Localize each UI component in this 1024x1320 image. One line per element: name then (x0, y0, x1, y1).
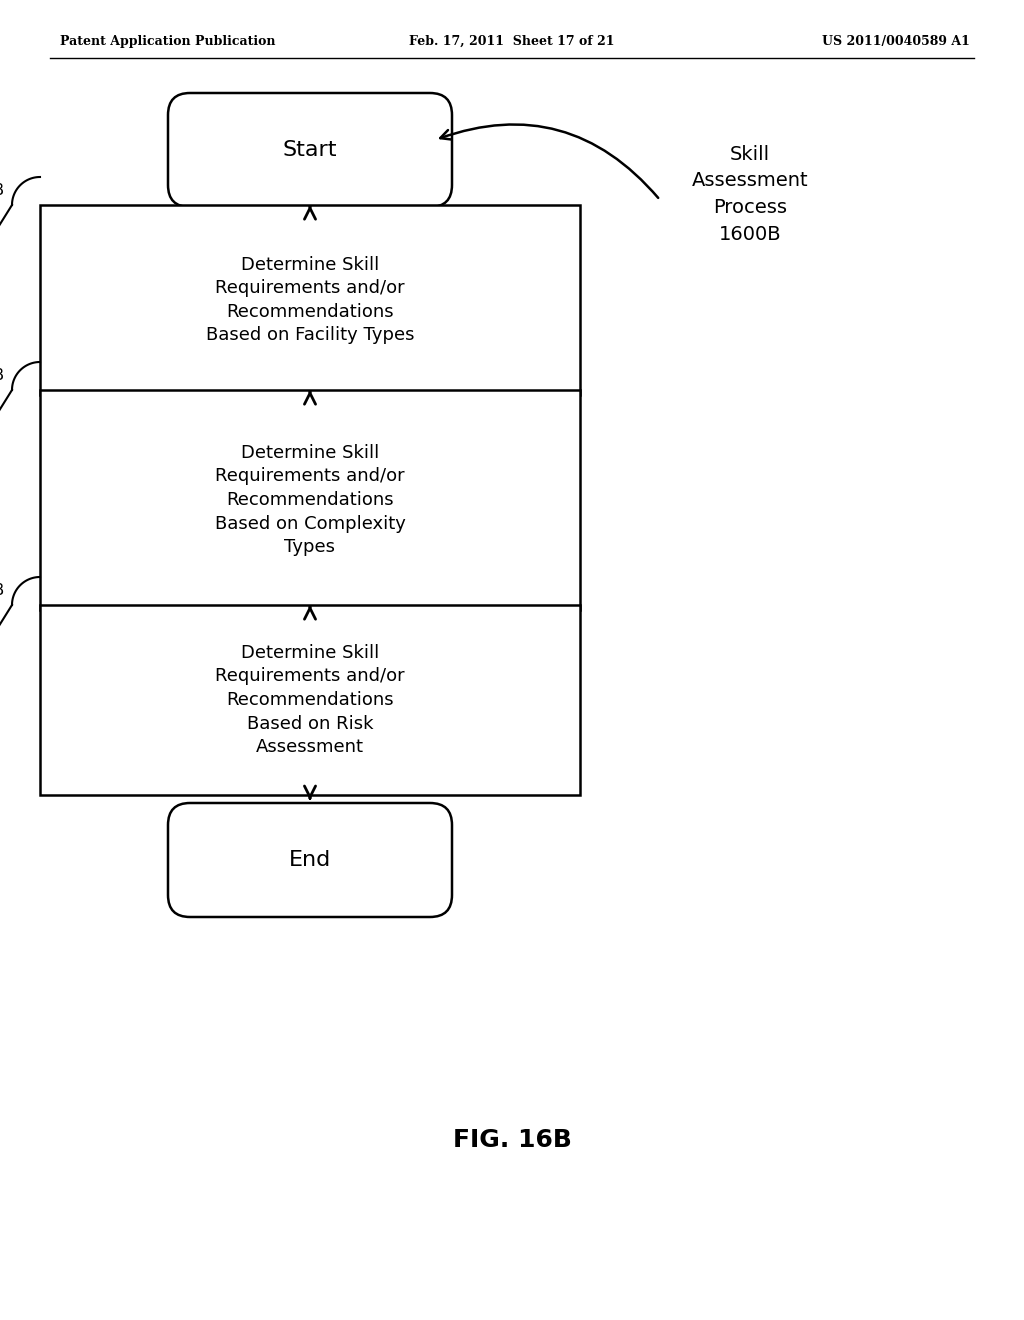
FancyBboxPatch shape (40, 389, 580, 610)
Text: End: End (289, 850, 331, 870)
Text: Determine Skill
Requirements and/or
Recommendations
Based on Facility Types: Determine Skill Requirements and/or Reco… (206, 256, 415, 345)
Text: Determine Skill
Requirements and/or
Recommendations
Based on Risk
Assessment: Determine Skill Requirements and/or Reco… (215, 644, 404, 756)
FancyBboxPatch shape (40, 605, 580, 795)
Text: Skill
Assessment
Process
1600B: Skill Assessment Process 1600B (691, 145, 808, 243)
Text: FIG. 16B: FIG. 16B (453, 1129, 571, 1152)
FancyBboxPatch shape (168, 92, 452, 207)
FancyBboxPatch shape (40, 205, 580, 395)
FancyBboxPatch shape (168, 803, 452, 917)
Text: Start: Start (283, 140, 337, 160)
Text: Determine Skill
Requirements and/or
Recommendations
Based on Complexity
Types: Determine Skill Requirements and/or Reco… (215, 444, 406, 556)
Text: Patent Application Publication: Patent Application Publication (60, 36, 275, 48)
Text: 1602B: 1602B (0, 183, 4, 198)
Text: US 2011/0040589 A1: US 2011/0040589 A1 (822, 36, 970, 48)
Text: 1604B: 1604B (0, 368, 4, 383)
Text: Feb. 17, 2011  Sheet 17 of 21: Feb. 17, 2011 Sheet 17 of 21 (410, 36, 614, 48)
Text: 1606B: 1606B (0, 583, 4, 598)
